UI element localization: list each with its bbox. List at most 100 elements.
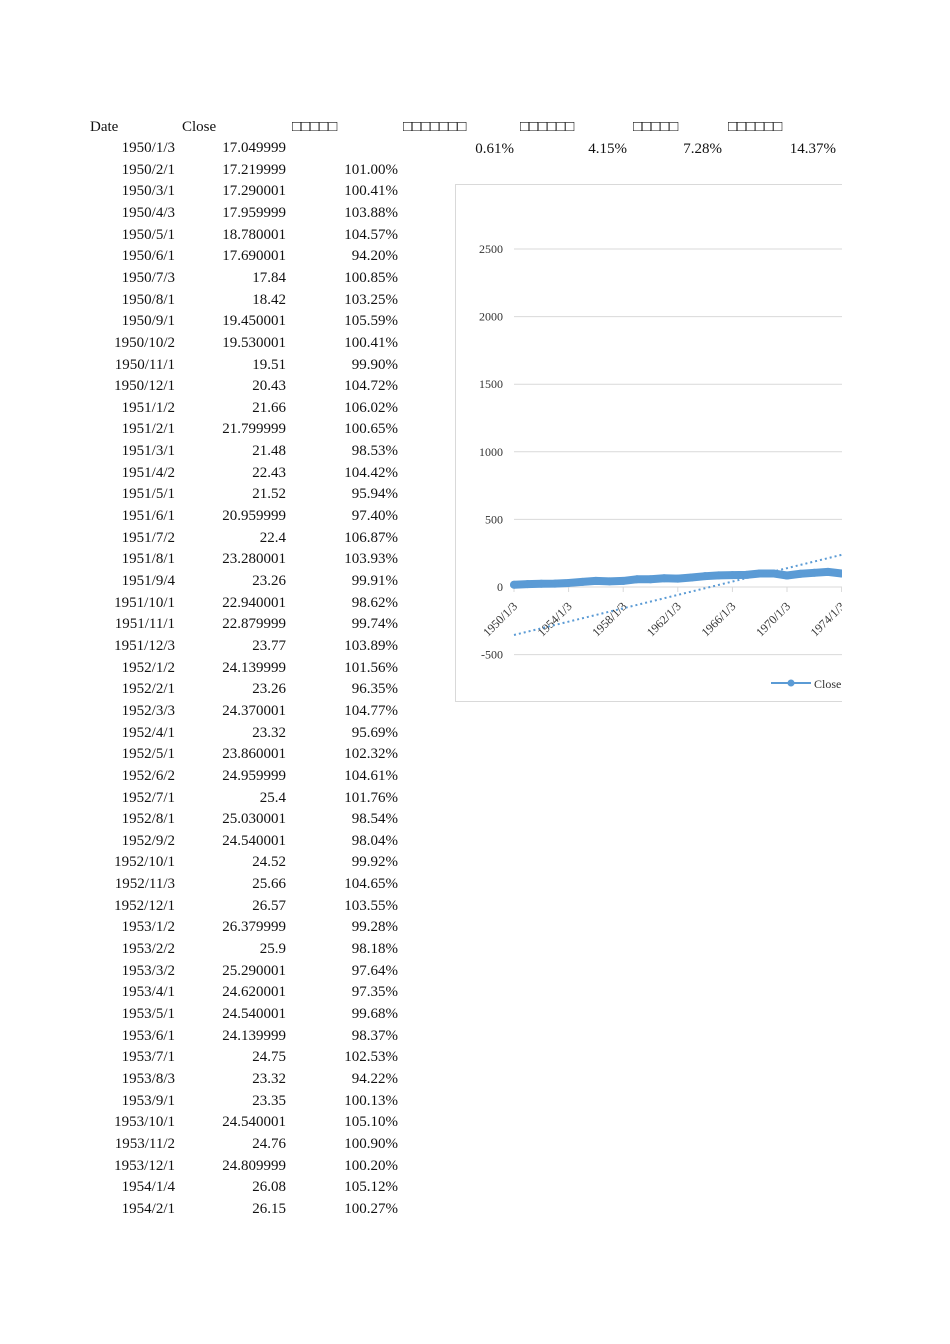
table-row: 1950/3/1 17.290001 100.41%	[0, 183, 420, 204]
close-cell: 24.809999	[222, 1157, 286, 1174]
close-cell: 23.280001	[222, 551, 286, 568]
change-cell: 95.94%	[351, 486, 398, 503]
date-cell: 1950/5/1	[121, 226, 175, 243]
table-row: 1951/3/1 21.48 98.53%	[0, 443, 420, 464]
summary-value: 0.61%	[475, 141, 514, 157]
change-cell: 96.35%	[351, 681, 398, 698]
change-cell: 100.20%	[344, 1157, 398, 1174]
table-row: 1953/8/3 23.32 94.22%	[0, 1071, 420, 1092]
close-cell: 25.030001	[222, 811, 286, 828]
change-cell: 104.42%	[344, 464, 398, 481]
change-cell: 105.10%	[344, 1114, 398, 1131]
table-row: 1952/11/3 25.66 104.65%	[0, 876, 420, 897]
table-row: 1951/7/2 22.4 106.87%	[0, 530, 420, 551]
close-cell: 26.15	[252, 1200, 286, 1217]
change-cell: 94.22%	[351, 1070, 398, 1087]
change-cell: 95.69%	[351, 724, 398, 741]
date-cell: 1952/5/1	[121, 746, 175, 763]
date-cell: 1952/11/3	[114, 876, 175, 893]
date-cell: 1951/8/1	[121, 551, 175, 568]
date-cell: 1950/2/1	[121, 161, 175, 178]
table-row: 1950/9/1 19.450001 105.59%	[0, 313, 420, 334]
change-cell: 104.72%	[344, 378, 398, 395]
summary-value: 4.15%	[588, 141, 627, 157]
data-point	[714, 571, 723, 580]
close-cell: 25.9	[259, 941, 286, 958]
close-cell: 24.959999	[222, 767, 286, 784]
close-cell: 24.540001	[222, 1006, 286, 1022]
close-cell: 22.4	[259, 529, 286, 546]
header-col6: □□□□□	[633, 119, 679, 135]
data-point	[823, 567, 832, 576]
data-point	[646, 575, 655, 584]
table-row: 1952/10/1 24.52 99.92%	[0, 854, 420, 875]
date-cell: 1950/6/1	[121, 248, 175, 265]
close-cell: 24.52	[252, 854, 286, 871]
data-point	[810, 568, 819, 577]
close-cell: 24.540001	[222, 1114, 286, 1131]
table-row: 1950/7/3 17.84 100.85%	[0, 270, 420, 291]
close-cell: 17.049999	[222, 140, 286, 156]
table-row: 1951/10/1 22.940001 98.62%	[0, 595, 420, 616]
table-row: 1950/12/1 20.43 104.72%	[0, 378, 420, 399]
close-cell: 22.879999	[222, 616, 286, 633]
date-cell: 1952/12/1	[114, 897, 175, 914]
change-cell: 105.59%	[344, 313, 398, 330]
close-cell: 23.860001	[222, 746, 286, 763]
date-cell: 1954/1/4	[121, 1179, 175, 1196]
change-cell: 99.90%	[351, 356, 398, 373]
header-date: Date	[90, 119, 119, 135]
legend-marker-icon	[787, 679, 795, 687]
table-row: 1953/2/2 25.9 98.18%	[0, 941, 420, 962]
date-cell: 1952/9/2	[121, 832, 175, 849]
close-cell: 20.959999	[222, 508, 286, 525]
change-cell: 106.02%	[344, 399, 398, 416]
change-cell: 98.53%	[351, 443, 398, 460]
trendline	[513, 553, 842, 636]
close-cell: 21.799999	[222, 421, 286, 438]
header-col3: □□□□□	[292, 119, 338, 135]
change-cell: 99.74%	[351, 616, 398, 633]
change-cell: 101.56%	[344, 659, 398, 676]
change-cell: 103.89%	[344, 637, 398, 654]
summary-value: 14.37%	[789, 141, 836, 157]
data-point	[687, 573, 696, 582]
table-row: 1953/7/1 24.75 102.53%	[0, 1049, 420, 1070]
y-tick-label: -500	[481, 648, 503, 662]
close-cell: 17.84	[252, 269, 286, 286]
data-point	[632, 575, 641, 584]
date-cell: 1951/11/1	[114, 616, 175, 633]
header-close: Close	[182, 119, 217, 135]
change-cell: 106.87%	[344, 529, 398, 546]
change-cell: 102.53%	[344, 1049, 398, 1066]
close-cell: 24.75	[252, 1049, 286, 1066]
date-cell: 1951/12/3	[114, 637, 175, 654]
table-row: 1952/6/2 24.959999 104.61%	[0, 768, 420, 789]
date-cell: 1953/10/1	[114, 1114, 175, 1131]
close-cell: 17.690001	[222, 248, 286, 265]
close-cell: 23.26	[252, 573, 286, 589]
table-row: 1950/8/1 18.42 103.25%	[0, 292, 420, 313]
change-cell: 101.00%	[344, 161, 398, 178]
close-cell: 24.540001	[222, 832, 286, 849]
change-cell: 100.27%	[344, 1200, 398, 1217]
table-row: 1952/4/1 23.32 95.69%	[0, 725, 420, 746]
close-cell: 26.57	[252, 897, 286, 914]
table-row: 1953/3/2 25.290001 97.64%	[0, 963, 420, 984]
table-row: 1950/1/3 17.049999	[0, 140, 420, 161]
table-row: 1951/4/2 22.43 104.42%	[0, 465, 420, 486]
table-row: 1954/1/4 26.08 105.12%	[0, 1179, 420, 1200]
data-point	[783, 571, 791, 580]
change-cell: 98.54%	[351, 811, 398, 828]
date-cell: 1953/1/2	[121, 919, 175, 936]
data-point	[673, 574, 682, 583]
table-row: 1953/5/1 24.540001 99.68%	[0, 1006, 420, 1027]
x-tick-label: 1966/1/3	[698, 599, 738, 639]
close-cell: 23.35	[252, 1092, 286, 1109]
table-row: 1950/11/1 19.51 99.90%	[0, 357, 420, 378]
date-cell: 1952/10/1	[114, 854, 175, 871]
close-cell: 23.26	[252, 681, 286, 698]
data-point	[591, 576, 600, 585]
close-cell: 18.42	[252, 291, 286, 308]
table-row: 1953/12/1 24.809999 100.20%	[0, 1158, 420, 1179]
